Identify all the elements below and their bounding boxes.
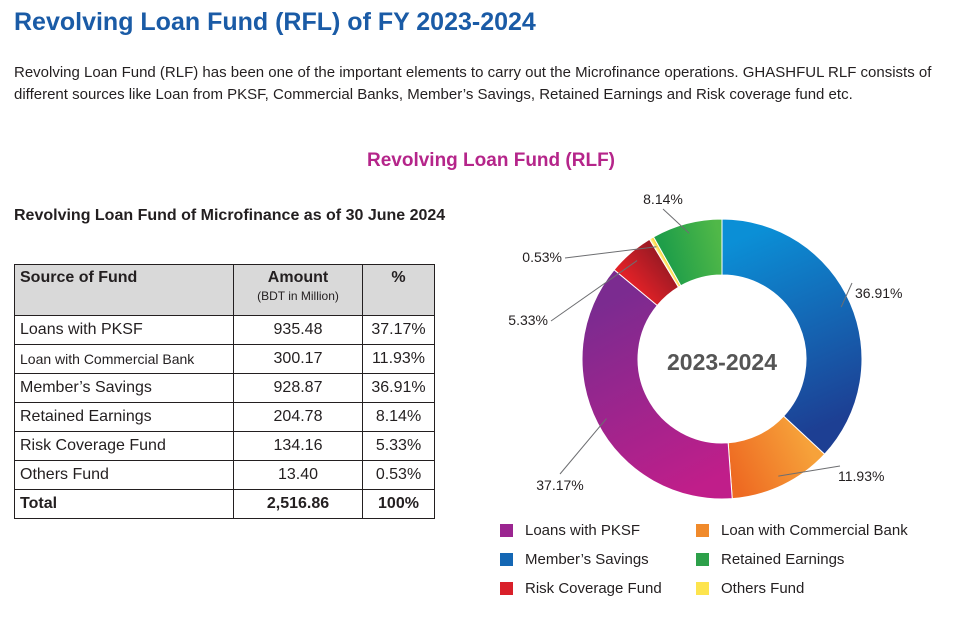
header-amount-unit: (BDT in Million) [257,289,339,303]
slice-label: 37.17% [536,477,583,493]
fund-table: Source of Fund Amount (BDT in Million) %… [14,264,435,519]
legend-item: Retained Earnings [696,551,844,568]
legend-label: Retained Earnings [721,551,845,568]
legend-label: Risk Coverage Fund [525,580,662,597]
cell-percent: 37.17% [362,315,435,345]
table-title: Revolving Loan Fund of Microfinance as o… [14,207,446,224]
donut-slice [581,269,733,500]
cell-source: Member’s Savings [14,373,234,403]
total-amount: 2,516.86 [233,489,363,519]
cell-percent: 36.91% [362,373,435,403]
legend-swatch [696,553,709,566]
legend-swatch [696,524,709,537]
donut-center-label: 2023-2024 [667,349,777,375]
cell-amount: 13.40 [233,460,363,490]
table-row: Retained Earnings 204.78 8.14% [14,402,435,432]
legend-swatch [500,582,513,595]
slice-label: 36.91% [855,285,902,301]
leader-line [550,260,638,322]
legend-item: Loans with PKSF [500,522,640,539]
donut-slice [652,218,723,287]
leader-line [840,282,853,308]
cell-percent: 11.93% [362,344,435,374]
total-percent: 100% [362,489,435,519]
cell-percent: 0.53% [362,460,435,490]
page-title: Revolving Loan Fund (RFL) of FY 2023-202… [14,8,536,36]
leader-line [662,208,690,234]
legend-label: Loans with PKSF [525,522,641,539]
legend-item: Risk Coverage Fund [500,580,662,597]
total-label: Total [14,489,234,519]
chart-title: Revolving Loan Fund (RLF) [366,150,616,171]
cell-amount: 928.87 [233,373,363,403]
cell-source: Risk Coverage Fund [14,431,234,461]
slice-label: 8.14% [643,191,683,207]
header-amount: Amount (BDT in Million) [233,264,363,316]
cell-source: Retained Earnings [14,402,234,432]
slice-label: 0.53% [522,249,562,265]
legend-swatch [500,524,513,537]
intro-paragraph: Revolving Loan Fund (RLF) has been one o… [14,64,932,103]
leader-line [778,465,841,477]
legend-label: Member’s Savings [525,551,649,568]
header-amount-label: Amount [267,269,329,286]
table-total-row: Total 2,516.86 100% [14,489,435,519]
legend-item: Member’s Savings [500,551,649,568]
legend-item: Loan with Commercial Bank [696,522,908,539]
donut-slice [721,218,863,455]
leader-line [564,246,657,259]
legend-swatch [500,553,513,566]
cell-percent: 8.14% [362,402,435,432]
legend-item: Others Fund [696,580,804,597]
legend-label: Loan with Commercial Bank [721,522,908,539]
cell-source: Loan with Commercial Bank [14,344,234,374]
header-percent: % [362,264,435,316]
legend-label: Others Fund [721,580,805,597]
table-row: Member’s Savings 928.87 36.91% [14,373,435,403]
table-row: Loan with Commercial Bank 300.17 11.93% [14,344,435,374]
leader-line [559,418,607,475]
legend-swatch [696,582,709,595]
slice-label: 11.93% [838,468,884,484]
slice-label: 5.33% [508,312,548,328]
table-row: Loans with PKSF 935.48 37.17% [14,315,435,345]
